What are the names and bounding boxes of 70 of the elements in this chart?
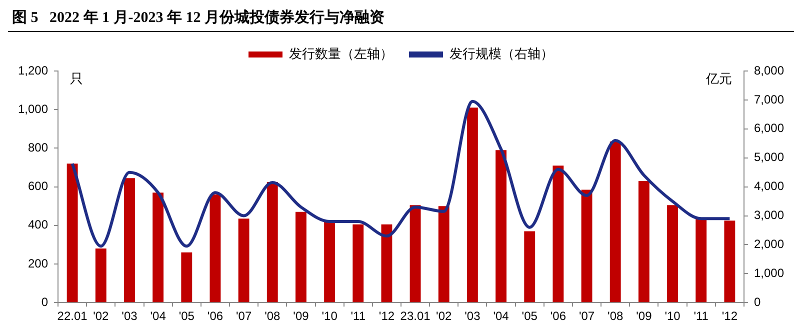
legend-label: 发行规模（右轴） [450, 46, 554, 62]
bar [638, 181, 650, 302]
bar [238, 218, 250, 302]
y-axis-title: 只 [70, 71, 84, 86]
x-tick-label: '02 [436, 309, 452, 324]
x-tick-label: 23.01 [400, 309, 431, 324]
y-tick-label: 1,000 [18, 102, 48, 116]
chart-title: 图 5 2022 年 1 月-2023 年 12 月份城投债券发行与净融资 [8, 8, 794, 32]
bar [352, 224, 364, 302]
y2-tick-label: 8,000 [754, 63, 784, 78]
bar [496, 150, 506, 302]
bar [210, 194, 221, 302]
bar [152, 192, 164, 302]
y2-tick-label: 3,000 [754, 208, 784, 222]
y2-axis-title: 亿元 [704, 71, 732, 86]
y-tick-label: 200 [28, 256, 48, 270]
legend-label: 发行数量（左轴） [289, 46, 393, 62]
x-tick-label: '05 [522, 309, 538, 324]
bar [610, 141, 621, 302]
x-tick-label: '04 [493, 309, 510, 324]
x-tick-label: '05 [178, 309, 195, 324]
y2-tick-label: 4,000 [754, 179, 784, 194]
x-tick-label: '07 [236, 309, 252, 324]
x-tick-label: '11 [694, 309, 709, 324]
line-series [70, 100, 732, 248]
x-tick-label: '04 [150, 309, 166, 324]
x-tick-label: '07 [578, 309, 595, 324]
y-tick-label: 1,200 [18, 63, 48, 78]
bar [266, 182, 278, 302]
x-tick-label: '10 [664, 309, 681, 324]
x-tick-label: '06 [207, 309, 224, 324]
x-tick-label: '08 [264, 309, 281, 324]
bar [296, 212, 306, 302]
bar [667, 205, 678, 302]
bar [466, 108, 478, 302]
y-tick-label: 0 [41, 294, 48, 309]
bar [66, 164, 78, 302]
x-tick-label: '08 [608, 309, 624, 324]
bar [324, 222, 336, 302]
x-tick-label: '12 [722, 309, 738, 324]
x-tick-label: '03 [464, 309, 481, 324]
y-tick-label: 800 [28, 140, 48, 155]
x-tick-label: '02 [93, 309, 110, 324]
bar [95, 248, 106, 302]
x-tick-label: '09 [293, 309, 310, 324]
y2-tick-label: 1,000 [754, 266, 784, 280]
x-tick-label: '10 [322, 309, 338, 324]
x-tick-label: '06 [550, 309, 566, 324]
bar [438, 206, 450, 302]
y2-tick-label: 0 [754, 294, 761, 309]
x-tick-label: '09 [636, 309, 652, 324]
y-tick-label: 600 [28, 179, 48, 194]
bar [181, 252, 192, 302]
y2-tick-label: 5,000 [754, 150, 784, 164]
bar [552, 166, 564, 302]
bar [381, 224, 392, 302]
bar [524, 231, 536, 302]
bar [410, 205, 421, 302]
y2-tick-label: 6,000 [754, 121, 784, 136]
x-tick-label: '03 [122, 309, 138, 324]
y2-tick-label: 7,000 [754, 92, 784, 106]
x-tick-label: '11 [350, 309, 366, 324]
x-tick-label: '12 [378, 309, 395, 324]
y2-tick-label: 2,000 [754, 237, 784, 252]
x-tick-label: 22.01 [57, 309, 88, 324]
bar [124, 178, 135, 302]
bar [696, 218, 707, 302]
bar [724, 220, 736, 302]
y-tick-label: 400 [28, 218, 48, 232]
bar [581, 190, 592, 302]
